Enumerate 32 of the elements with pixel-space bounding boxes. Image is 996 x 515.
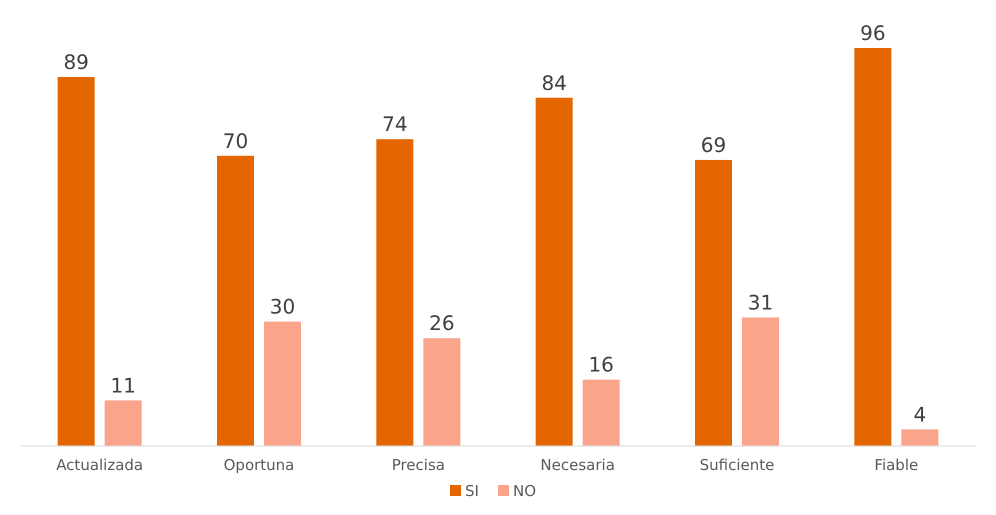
x-tick-label: Oportuna <box>224 456 294 474</box>
bar <box>58 77 95 446</box>
bar <box>104 400 142 446</box>
x-tick-label: Suficiente <box>700 456 774 474</box>
x-tick-label: Fiable <box>874 456 918 474</box>
x-tick-label: Precisa <box>392 456 445 474</box>
data-label: 26 <box>429 311 455 336</box>
data-label: 96 <box>860 21 886 45</box>
data-label: 74 <box>382 112 408 136</box>
data-label: 11 <box>110 373 136 398</box>
legend-label: NO <box>513 482 536 500</box>
bar <box>536 98 573 446</box>
data-label: 84 <box>541 70 567 95</box>
data-label: 69 <box>700 132 726 157</box>
x-tick-label: Actualizada <box>56 456 144 474</box>
data-label: 70 <box>222 128 248 153</box>
data-label: 16 <box>588 352 614 377</box>
bar <box>264 322 301 446</box>
bar <box>901 429 938 446</box>
bar <box>376 139 414 446</box>
bar <box>854 48 892 446</box>
bar <box>423 338 460 446</box>
bar <box>217 156 254 446</box>
bar <box>742 317 779 446</box>
data-label: 4 <box>913 402 926 426</box>
data-label: 89 <box>63 50 89 74</box>
bar <box>582 380 620 446</box>
x-tick-label: Necesaria <box>540 456 615 474</box>
legend-label: SI <box>465 482 479 500</box>
data-label: 31 <box>748 290 774 314</box>
data-label: 30 <box>270 294 296 319</box>
bar <box>695 160 732 446</box>
